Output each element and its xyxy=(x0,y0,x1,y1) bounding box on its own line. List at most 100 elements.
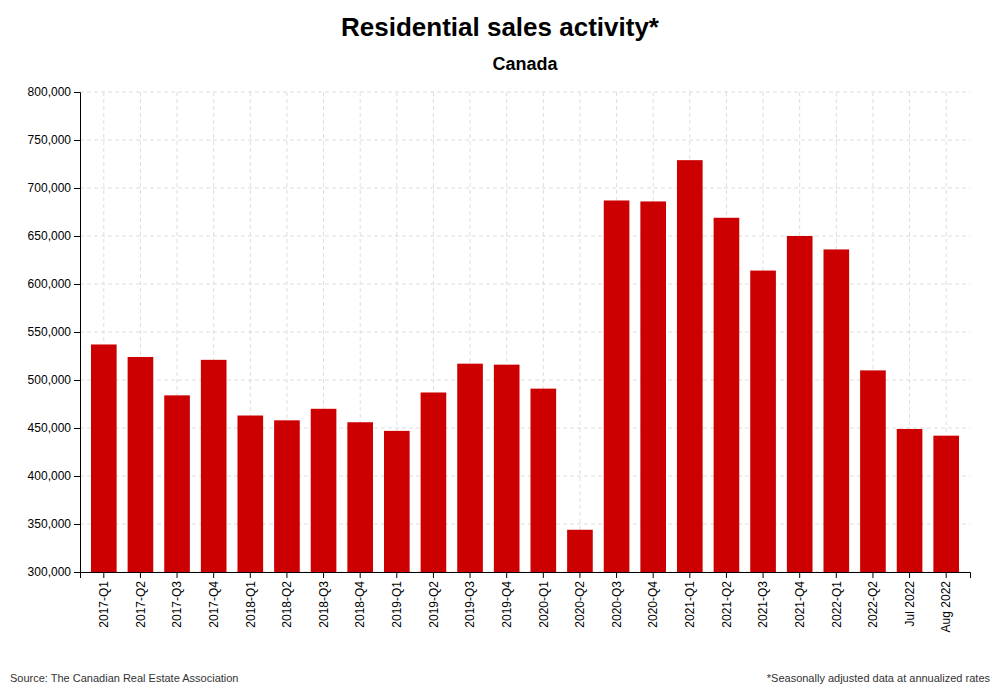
tick: 600,000 xyxy=(28,277,80,291)
tick-mark xyxy=(836,572,837,578)
tick-label: 2021-Q1 xyxy=(683,581,697,628)
tick: 300,000 xyxy=(28,565,80,579)
tick: 2020-Q4 xyxy=(646,572,660,628)
grid-line xyxy=(80,140,970,141)
tick-label: 2021-Q2 xyxy=(720,581,734,628)
tick-mark xyxy=(213,572,214,578)
tick-label: 2022-Q2 xyxy=(866,581,880,628)
tick-mark xyxy=(140,572,141,578)
bar xyxy=(128,357,154,572)
tick-label: 2020-Q1 xyxy=(537,581,551,628)
tick-label: 700,000 xyxy=(28,181,72,195)
tick-label: 2020-Q4 xyxy=(646,581,660,628)
tick: 450,000 xyxy=(28,421,80,435)
tick-mark xyxy=(689,572,690,578)
tick: 2018-Q3 xyxy=(317,572,331,628)
tick: 2017-Q1 xyxy=(97,572,111,628)
tick-label: 450,000 xyxy=(28,421,72,435)
tick-label: 2020-Q3 xyxy=(610,581,624,628)
bar xyxy=(457,364,483,572)
tick: 350,000 xyxy=(28,517,80,531)
tick: 400,000 xyxy=(28,469,80,483)
bar xyxy=(494,365,520,572)
tick-mark xyxy=(726,572,727,578)
tick-mark xyxy=(433,572,434,578)
bars xyxy=(91,160,959,572)
tick: 2018-Q1 xyxy=(244,572,258,628)
tick: 2019-Q3 xyxy=(463,572,477,628)
bar xyxy=(347,422,373,572)
tick-label: 2019-Q3 xyxy=(463,581,477,628)
tick-label: 2019-Q1 xyxy=(390,581,404,628)
bar xyxy=(860,370,886,572)
bar xyxy=(311,409,337,572)
tick-mark xyxy=(909,572,910,578)
tick-label: 2019-Q2 xyxy=(427,581,441,628)
tick: 700,000 xyxy=(28,181,80,195)
tick-label: 2017-Q3 xyxy=(170,581,184,628)
tick: Jul 2022 xyxy=(903,572,917,626)
tick-label: 2021-Q4 xyxy=(793,581,807,628)
bar xyxy=(91,344,117,572)
tick: 2019-Q4 xyxy=(500,572,514,628)
tick-mark xyxy=(653,572,654,578)
bar xyxy=(933,436,959,572)
plot: 300,000 350,000 400,000 450,000 500,000 550,0… xyxy=(28,85,971,692)
tick-label: 2022-Q1 xyxy=(830,581,844,628)
tick-label: 500,000 xyxy=(28,373,72,387)
tick: 2017-Q4 xyxy=(207,572,221,628)
tick-mark xyxy=(872,572,873,578)
bar xyxy=(604,200,630,572)
tick-mark xyxy=(579,572,580,578)
tick-label: 2018-Q1 xyxy=(244,581,258,628)
bar xyxy=(530,389,556,572)
tick-label: 2018-Q2 xyxy=(280,581,294,628)
tick-mark xyxy=(543,572,544,578)
tick-label: 350,000 xyxy=(28,517,72,531)
bar xyxy=(164,395,190,572)
tick: 2021-Q3 xyxy=(756,572,770,628)
tick-mark xyxy=(763,572,764,578)
grid-line xyxy=(579,92,580,572)
tick: 2021-Q2 xyxy=(720,572,734,628)
tick: 750,000 xyxy=(28,133,80,147)
tick: 2020-Q1 xyxy=(537,572,551,628)
tick-mark xyxy=(177,572,178,578)
bar xyxy=(897,429,923,572)
tick-label: 600,000 xyxy=(28,277,72,291)
tick: 2021-Q4 xyxy=(793,572,807,628)
tick-label: 2018-Q3 xyxy=(317,581,331,628)
bar xyxy=(787,236,813,572)
tick-mark xyxy=(74,428,80,429)
bar xyxy=(421,392,447,572)
tick: 550,000 xyxy=(28,325,80,339)
tick: 2017-Q3 xyxy=(170,572,184,628)
tick-mark xyxy=(74,380,80,381)
tick-mark xyxy=(74,236,80,237)
tick-mark xyxy=(616,572,617,578)
bar xyxy=(823,249,849,572)
tick-mark xyxy=(323,572,324,578)
tick: 500,000 xyxy=(28,373,80,387)
tick: 2022-Q2 xyxy=(866,572,880,628)
tick-label: 2019-Q4 xyxy=(500,581,514,628)
tick-label: Jul 2022 xyxy=(903,581,917,627)
tick: Aug 2022 xyxy=(939,572,953,632)
tick-label: 2020-Q2 xyxy=(573,581,587,628)
y-axis: 300,000 350,000 400,000 450,000 500,000 550,0… xyxy=(28,85,81,579)
tick-label: Aug 2022 xyxy=(939,581,953,633)
axis-line xyxy=(81,573,971,579)
title: Residential sales activity* xyxy=(341,12,660,42)
bar xyxy=(677,160,703,572)
tick: 2019-Q2 xyxy=(427,572,441,628)
tick-mark xyxy=(74,188,80,189)
bar xyxy=(274,420,300,572)
bar xyxy=(640,201,666,572)
tick-mark xyxy=(74,140,80,141)
tick-mark xyxy=(360,572,361,578)
tick-mark xyxy=(74,332,80,333)
chart: Residential sales activity*Canada300,000… xyxy=(0,0,1000,692)
tick: 650,000 xyxy=(28,229,80,243)
tick-mark xyxy=(470,572,471,578)
tick-label: 2017-Q1 xyxy=(97,581,111,628)
